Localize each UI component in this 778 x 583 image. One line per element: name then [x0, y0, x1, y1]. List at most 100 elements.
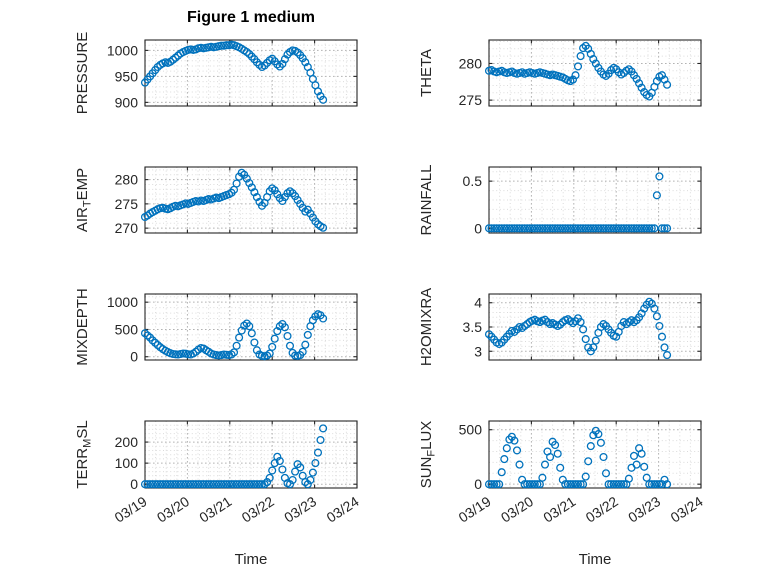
scatter-point	[156, 480, 165, 489]
scatter-point	[270, 334, 279, 343]
y-tick-label: 4	[474, 295, 482, 311]
scatter-point	[518, 323, 527, 333]
x-tick-label: 03/24	[324, 493, 362, 526]
y-axis-title: THETA	[418, 49, 435, 97]
scatter-point	[660, 224, 669, 233]
scatter-point	[614, 480, 623, 489]
scatter-point	[245, 178, 254, 188]
y-tick-label: 0	[474, 476, 482, 492]
scatter-point	[219, 480, 228, 489]
scatter-point	[640, 462, 649, 471]
scatter-point	[319, 314, 328, 323]
scatter-point	[520, 224, 529, 233]
y-axis-title: MIXDEPTH	[74, 288, 91, 366]
x-tick-label: 03/22	[239, 493, 277, 526]
scatter-point	[484, 330, 494, 339]
scatter-point	[487, 224, 496, 233]
scatter-point	[278, 465, 287, 474]
scatter-point	[558, 475, 567, 484]
scatter-point	[624, 474, 633, 483]
scatter-point	[490, 480, 499, 489]
scatter-point	[235, 333, 244, 342]
y-tick-label: 0	[474, 220, 482, 236]
scatter-point	[306, 475, 315, 485]
scatter-point	[242, 47, 251, 57]
scatter-point	[268, 466, 277, 475]
scatter-point	[599, 224, 608, 233]
scatter-point	[298, 347, 307, 356]
scatter-point	[650, 304, 659, 313]
scatter-point	[166, 480, 175, 489]
scatter-point	[171, 350, 180, 359]
scatter-point	[589, 343, 598, 352]
scatter-point	[629, 451, 639, 460]
scatter-point	[645, 480, 654, 489]
scatter-point	[222, 41, 231, 50]
scatter-point	[250, 338, 259, 347]
subplot-rainfall: 0 0.5 RAINFALL	[418, 165, 702, 236]
scatter-point	[245, 322, 254, 331]
scatter-point	[227, 480, 236, 489]
scatter-point	[495, 224, 504, 233]
scatter-point	[609, 224, 618, 233]
scatter-point	[316, 435, 325, 445]
scatter-point	[275, 456, 284, 466]
scatter-point	[548, 224, 557, 233]
scatter-point	[242, 480, 251, 489]
scatter-point	[319, 95, 328, 104]
scatter-point	[189, 480, 198, 489]
scatter-point	[573, 224, 583, 233]
scatter-point	[632, 460, 641, 469]
scatter-point	[204, 480, 213, 489]
scatter-point	[492, 480, 501, 489]
scatter-point	[186, 480, 195, 489]
scatter-point	[546, 224, 555, 233]
y-tick-label: 0	[130, 476, 138, 492]
scatter-point	[492, 224, 501, 233]
scatter-point	[285, 480, 295, 489]
scatter-point	[235, 480, 244, 489]
scatter-point	[663, 480, 672, 489]
y-tick-label: 900	[115, 94, 139, 110]
subplot-terr_msl: 03/19 03/20 03/21 03/22 03/23 03/24 0 100 200 TER…	[74, 420, 362, 525]
x-tick-label: 03/22	[583, 493, 621, 526]
scatter-point	[484, 224, 494, 233]
x-tick-label: 03/20	[154, 493, 192, 526]
scatter-point	[530, 480, 539, 489]
plot-area	[488, 166, 702, 234]
x-tick-label: 03/23	[625, 493, 663, 526]
scatter-point	[497, 468, 506, 477]
scatter-point	[581, 224, 590, 233]
scatter-point	[303, 480, 312, 489]
scatter-point	[202, 480, 211, 489]
scatter-point	[500, 224, 509, 233]
scatter-point	[268, 54, 277, 63]
scatter-point	[285, 341, 295, 350]
scatter-point	[247, 480, 256, 489]
scatter-point	[245, 49, 254, 59]
scatter-point	[283, 50, 292, 59]
scatter-point	[214, 480, 223, 489]
scatter-point	[510, 436, 519, 445]
scatter-point	[288, 475, 297, 485]
scatter-point	[283, 331, 292, 341]
scatter-point	[530, 224, 539, 233]
scatter-point	[212, 480, 221, 489]
scatter-point	[543, 224, 552, 233]
scatter-point	[566, 224, 575, 233]
scatter-point	[571, 224, 580, 233]
scatter-point	[293, 48, 302, 57]
scatter-point	[265, 473, 274, 482]
scatter-point	[497, 224, 506, 233]
scatter-point	[579, 224, 588, 233]
scatter-point	[568, 480, 578, 489]
y-tick-label: 1000	[107, 42, 138, 58]
scatter-point	[319, 424, 328, 433]
scatter-point	[556, 320, 565, 329]
scatter-point	[657, 480, 667, 489]
scatter-point	[151, 480, 160, 489]
y-tick-label: 0	[130, 349, 138, 365]
scatter-point	[660, 475, 669, 484]
